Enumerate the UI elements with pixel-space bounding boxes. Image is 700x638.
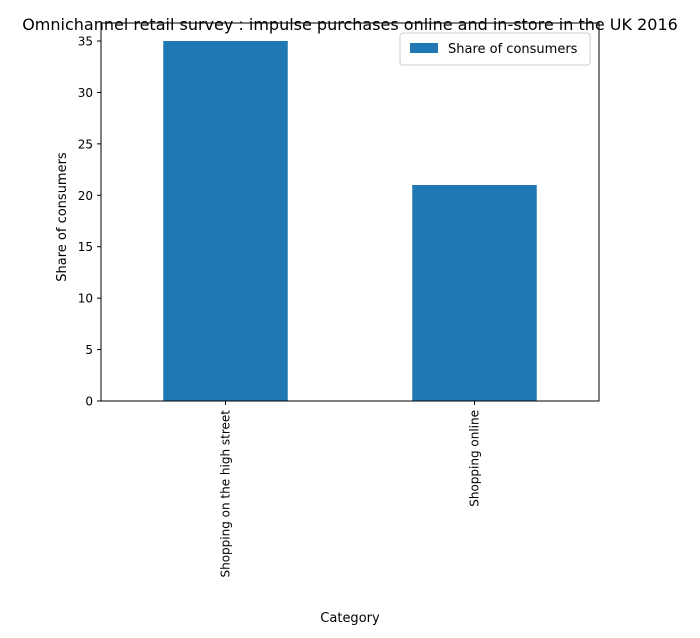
y-tick-label-15: 15 — [78, 240, 93, 254]
x-tick-label-shopping-on-the-high-street: Shopping on the high street — [219, 410, 233, 578]
y-tick-label-35: 35 — [78, 35, 93, 49]
y-tick-label-30: 30 — [78, 86, 93, 100]
plot-frame — [100, 22, 600, 402]
y-tick-label-0: 0 — [85, 395, 93, 409]
y-tick-label-25: 25 — [78, 137, 93, 151]
legend-swatch — [410, 43, 438, 53]
x-axis-ticks: Shopping on the high street Shopping onli… — [219, 401, 482, 578]
x-axis-label: Category — [320, 611, 380, 626]
bars — [163, 41, 537, 401]
legend-box — [399, 32, 591, 66]
chart-title: Omnichannel retail survey : impulse purc… — [22, 15, 678, 34]
x-tick-label-shopping-online: Shopping online — [468, 410, 482, 507]
legend: Share of consumers — [399, 32, 591, 66]
legend-label-share-of-consumers: Share of consumers — [448, 42, 578, 57]
y-tick-label-20: 20 — [78, 189, 93, 203]
y-tick-label-10: 10 — [78, 292, 93, 306]
y-axis-ticks: 0 5 10 15 20 25 30 35 — [78, 35, 101, 409]
bar-shopping-on-the-high-street — [163, 41, 288, 401]
bar-shopping-online — [412, 185, 537, 401]
y-axis-label: Share of consumers — [55, 152, 70, 282]
y-tick-label-5: 5 — [85, 343, 93, 357]
